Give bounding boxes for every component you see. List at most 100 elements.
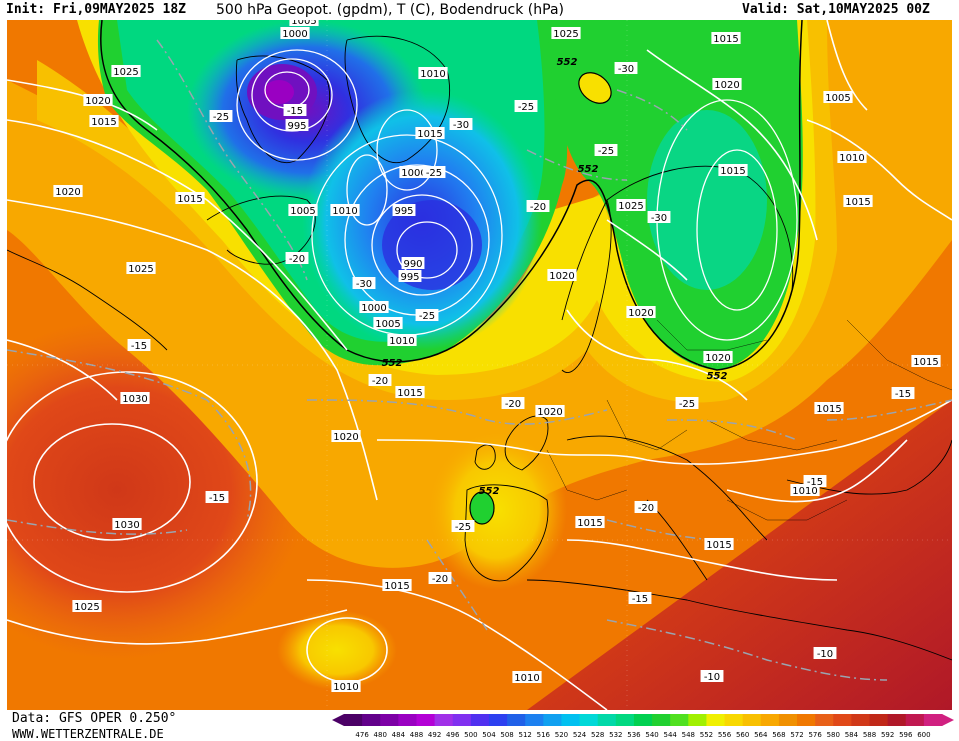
legend-tick: 532 (609, 731, 622, 739)
pressure-label-text: 1020 (55, 187, 80, 198)
pressure-label: 1000 (399, 166, 429, 179)
legend-tick: 524 (573, 731, 587, 739)
legend-tick: 536 (627, 731, 641, 739)
pressure-label-text: 1015 (397, 388, 422, 399)
pressure-label-text: 1025 (553, 29, 578, 40)
temperature-label: -25 (514, 100, 538, 113)
pressure-label-text: 995 (400, 272, 419, 283)
pressure-label-text: 1010 (332, 206, 357, 217)
pressure-label: 1010 (512, 671, 542, 684)
pressure-label: 1010 (837, 151, 867, 164)
legend-tick: 556 (718, 731, 732, 739)
pressure-label-text: 1000 (361, 303, 386, 314)
temperature-label-text: -25 (518, 102, 534, 113)
pressure-label-text: 1010 (389, 336, 414, 347)
temperature-label: -15 (283, 104, 307, 117)
temperature-label: -20 (634, 501, 658, 514)
pressure-label: 1010 (331, 680, 361, 693)
pressure-label: 1020 (331, 430, 361, 443)
pressure-label: 1025 (551, 27, 581, 40)
temperature-label-text: -15 (895, 389, 911, 400)
geopotential-label-text: 552 (557, 57, 578, 68)
legend-tick: 552 (700, 731, 713, 739)
isotherms (7, 39, 952, 681)
pressure-label: 1000 (280, 27, 310, 40)
legend-swatch (398, 714, 417, 726)
pressure-label-text: 990 (403, 259, 422, 270)
legend-swatch (670, 714, 689, 726)
temperature-label-text: -25 (455, 522, 471, 533)
legend-tick: 572 (790, 731, 803, 739)
pressure-label-text: 1015 (417, 129, 442, 140)
temperature-label-text: -10 (817, 649, 833, 660)
temperature-label: -15 (628, 592, 652, 605)
legend-swatch (470, 714, 490, 726)
temperature-label: -25 (415, 309, 439, 322)
data-source: Data: GFS OPER 0.250° (12, 711, 177, 726)
temperature-label: -20 (428, 572, 452, 585)
legend-swatch (869, 714, 889, 726)
legend-swatch (525, 714, 544, 726)
pressure-label-text: 1015 (91, 117, 116, 128)
legend-tick: 584 (845, 731, 859, 739)
temperature-label: -20 (526, 200, 550, 213)
legend-right-arrow (942, 714, 954, 726)
pressure-label: 1020 (703, 351, 733, 364)
temperature-label-text: -20 (638, 503, 654, 514)
pressure-label-text: 1015 (720, 166, 745, 177)
temperature-label: -25 (209, 110, 233, 123)
legend-swatch (797, 714, 816, 726)
pressure-label-text: 1030 (122, 394, 147, 405)
pressure-label: 1020 (53, 185, 83, 198)
legend-swatch (778, 714, 798, 726)
geopotential-label-text: 552 (479, 486, 500, 497)
legend-tick: 596 (899, 731, 913, 739)
pressure-label: 1010 (387, 334, 417, 347)
pressure-label-text: 1010 (792, 486, 817, 497)
pressure-label: 1025 (72, 600, 102, 613)
pressure-label-text: 1015 (706, 540, 731, 551)
legend-tick: 484 (392, 731, 406, 739)
pressure-label-text: 1020 (85, 96, 110, 107)
pressure-label-text: 1015 (845, 197, 870, 208)
pressure-label-text: 1005 (825, 93, 850, 104)
temperature-label-text: -30 (453, 120, 469, 131)
legend-left-arrow (332, 714, 344, 726)
pressure-label: 1020 (547, 269, 577, 282)
valid-time: Valid: Sat,10MAY2025 00Z (742, 2, 930, 17)
temperature-label-text: -15 (807, 477, 823, 488)
legend-swatch (887, 714, 907, 726)
legend-tick: 488 (410, 731, 423, 739)
legend-tick: 500 (464, 731, 477, 739)
pressure-label-text: 1010 (514, 673, 539, 684)
pressure-label: 1010 (330, 204, 360, 217)
temperature-label-text: -25 (419, 311, 435, 322)
temperature-label: -20 (368, 374, 392, 387)
pressure-label-text: 1020 (333, 432, 358, 443)
pressure-label: 1015 (395, 386, 425, 399)
pressure-label-text: 1020 (537, 407, 562, 418)
legend-tick: 592 (881, 731, 894, 739)
legend-swatch (923, 714, 943, 726)
temperature-label-text: -15 (287, 106, 303, 117)
pressure-label-text: 1010 (839, 153, 864, 164)
legend-tick: 540 (645, 731, 658, 739)
legend-swatch (543, 714, 562, 726)
pressure-label: 1005 (373, 317, 403, 330)
legend-swatch (688, 714, 707, 726)
pressure-label-text: 995 (394, 206, 413, 217)
legend-swatch (416, 714, 436, 726)
geopotential-label: 552 (479, 486, 500, 497)
legend-tick: 544 (663, 731, 677, 739)
pressure-label-text: 1015 (913, 357, 938, 368)
color-legend: 476 480 484 488 492 496 500 504 508 512 516 520 524 5… (332, 714, 954, 739)
temperature-label-text: -30 (356, 279, 372, 290)
pressure-label: 995 (398, 270, 422, 283)
pressure-label: 1030 (112, 518, 142, 531)
pressure-label-text: 1010 (420, 69, 445, 80)
pressure-label-text: 1015 (177, 194, 202, 205)
pressure-label-text: 1005 (375, 319, 400, 330)
legend-tick: 564 (754, 731, 768, 739)
temperature-label-text: -20 (530, 202, 546, 213)
pressure-label-text: 1015 (384, 581, 409, 592)
